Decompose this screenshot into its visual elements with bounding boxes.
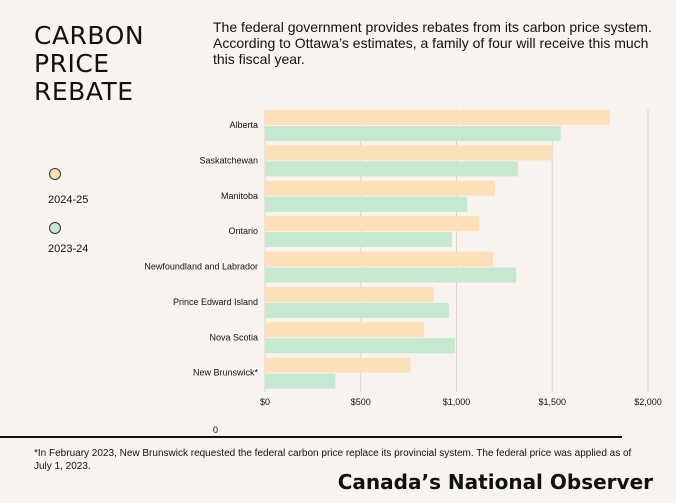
- legend-marker-2023-24: [49, 222, 61, 234]
- chart-title: CARBON PRICE REBATE: [34, 21, 145, 106]
- x-tick-label: $1,500: [538, 397, 566, 407]
- category-label: Ontario: [228, 226, 258, 236]
- category-label: Manitoba: [221, 191, 258, 201]
- footnote: *In February 2023, New Brunswick request…: [34, 448, 632, 472]
- legend-label-2023-24: 2023-24: [48, 243, 89, 255]
- bar-2024-25: [265, 322, 424, 338]
- bar-2024-25: [265, 286, 434, 302]
- x-tick-label: $1,000: [443, 397, 471, 407]
- bar-2023-24: [265, 373, 336, 389]
- bar-chart: $0 $500 $1,000 $1,500 $2,000 Alberta Saskatche…: [144, 109, 662, 407]
- category-label: Saskatchewan: [199, 155, 258, 165]
- category-label: Newfoundland and Labrador: [144, 262, 258, 272]
- x-tick-label: $0: [260, 397, 270, 407]
- bar-2023-24: [265, 161, 518, 177]
- bar-2024-25: [265, 145, 553, 161]
- category-label: New Brunswick*: [193, 368, 259, 378]
- category-label: Prince Edward Island: [173, 297, 258, 307]
- bar-2023-24: [265, 338, 455, 354]
- bar-2023-24: [265, 232, 452, 248]
- bar-2023-24: [265, 196, 468, 212]
- divider-line: [0, 436, 622, 438]
- bar-2024-25: [265, 251, 493, 267]
- zero-label: 0: [213, 425, 219, 435]
- x-tick-label: $2,000: [634, 397, 662, 407]
- chart-subtitle: The federal government provides rebates …: [213, 19, 652, 67]
- category-label: Alberta: [229, 120, 258, 130]
- publisher-logo-text: Canada’s National Observer: [337, 470, 653, 494]
- bar-2024-25: [265, 180, 495, 196]
- legend-label-2024-25: 2024-25: [48, 194, 89, 206]
- bar-2023-24: [265, 302, 449, 318]
- bar-2023-24: [265, 267, 517, 283]
- x-tick-label: $500: [351, 397, 371, 407]
- bar-2024-25: [265, 357, 411, 373]
- bar-2024-25: [265, 110, 610, 125]
- legend-marker-2024-25: [49, 168, 61, 180]
- category-label: Nova Scotia: [209, 332, 258, 342]
- bar-2024-25: [265, 216, 480, 232]
- bar-2023-24: [265, 126, 561, 141]
